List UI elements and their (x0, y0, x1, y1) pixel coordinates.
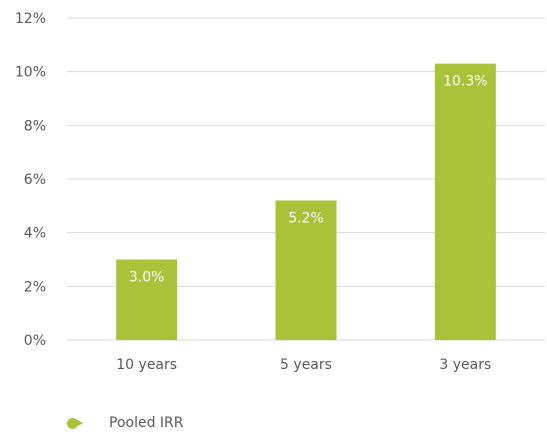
bar-chart: 0% 2% 4% 6% 8% 10% 12% 3.0% 10 years 5.2% 5 years 1… (15, 11, 545, 373)
x-tick-label: 5 years (280, 357, 332, 373)
x-tick-label: 10 years (116, 357, 177, 373)
y-tick-label: 0% (24, 333, 46, 349)
bar (116, 259, 178, 340)
y-tick-label: 12% (15, 11, 46, 27)
data-label: 5.2% (288, 210, 324, 226)
data-label: 10.3% (443, 74, 487, 90)
y-tick-label: 8% (24, 118, 46, 134)
y-tick-label: 10% (15, 65, 46, 81)
y-tick-label: 4% (24, 226, 46, 242)
bar (275, 200, 337, 340)
legend: Pooled IRR (67, 413, 184, 433)
y-tick-label: 2% (24, 279, 46, 295)
x-tick-label: 3 years (439, 357, 491, 373)
legend-label: Pooled IRR (109, 415, 184, 431)
y-tick-label: 6% (24, 172, 46, 188)
bar (434, 63, 496, 340)
data-label: 3.0% (129, 270, 165, 286)
legend-marker-icon (67, 417, 83, 429)
